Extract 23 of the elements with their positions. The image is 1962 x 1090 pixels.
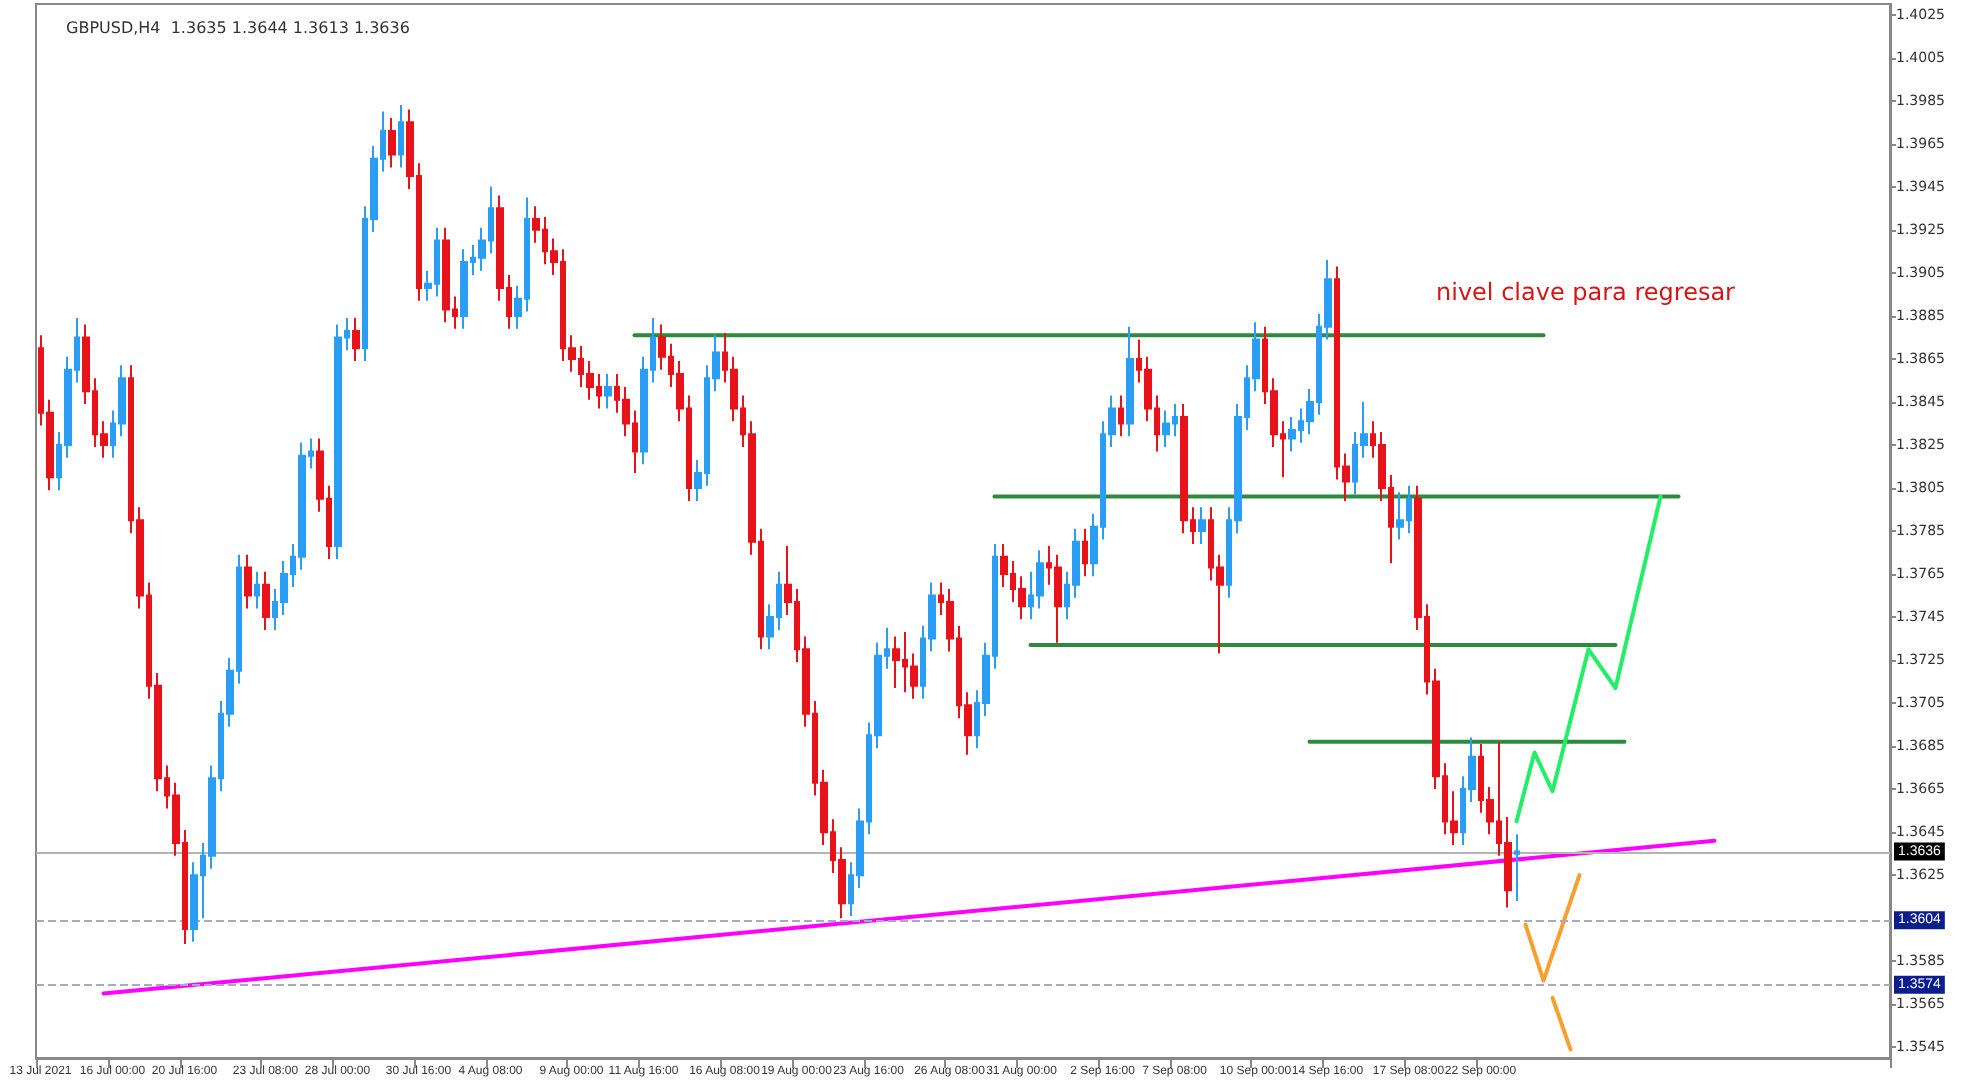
candlestick xyxy=(244,553,252,610)
candlestick xyxy=(604,372,612,410)
annotation: nivel clave para regresar xyxy=(1436,278,1736,306)
candlestick xyxy=(262,570,270,631)
candlestick xyxy=(1082,527,1088,578)
candlestick xyxy=(1514,833,1520,902)
candlestick xyxy=(1198,506,1206,545)
candlestick xyxy=(1162,409,1170,449)
candlestick xyxy=(460,248,468,330)
candlestick xyxy=(1126,325,1134,438)
candlestick xyxy=(442,226,450,324)
candlestick xyxy=(398,104,404,169)
candlestick xyxy=(254,570,260,610)
candlestick xyxy=(1118,394,1124,438)
candlestick xyxy=(1288,416,1296,453)
candlestick xyxy=(1054,553,1062,644)
candlestick xyxy=(352,317,360,363)
line-series xyxy=(1514,494,1663,824)
candlestick xyxy=(1396,491,1404,541)
candlestick xyxy=(334,323,342,560)
text: GBPUSD,H4 1.3635 1.3644 1.3613 1.3636 xyxy=(66,19,410,37)
candlestick xyxy=(892,635,900,690)
candlestick xyxy=(388,117,396,169)
